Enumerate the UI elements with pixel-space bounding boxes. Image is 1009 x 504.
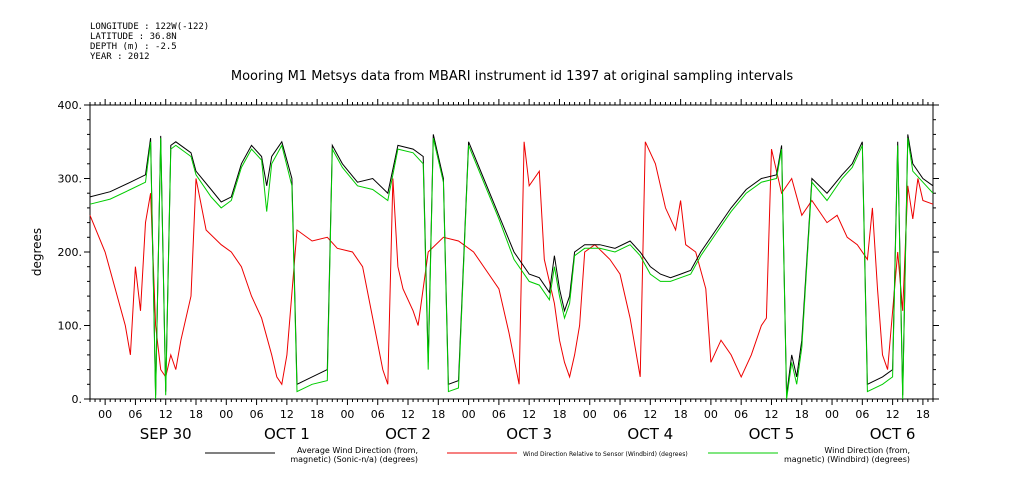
x-tick-label: 00 xyxy=(219,408,233,421)
x-tick-label: 12 xyxy=(522,408,536,421)
x-tick-label: 18 xyxy=(189,408,203,421)
y-tick-label: 100. xyxy=(58,320,83,333)
x-tick-label: 06 xyxy=(734,408,748,421)
series-lines xyxy=(89,134,934,400)
x-day-label: OCT 6 xyxy=(870,425,916,443)
x-tick-label: 00 xyxy=(583,408,597,421)
x-tick-label: 12 xyxy=(643,408,657,421)
x-tick-label: 12 xyxy=(764,408,778,421)
y-tick-label: 0. xyxy=(72,393,83,406)
legend-label-1: Wind Direction Relative to Sensor (Windb… xyxy=(523,451,688,458)
x-tick-label: 00 xyxy=(98,408,112,421)
x-tick-label: 06 xyxy=(855,408,869,421)
x-tick-label: 06 xyxy=(371,408,385,421)
x-tick-label: 06 xyxy=(613,408,627,421)
y-axis: 0. 100. 200. 300. 400. xyxy=(58,99,939,406)
x-tick-label: 00 xyxy=(462,408,476,421)
x-day-label: SEP 30 xyxy=(140,425,192,443)
y-tick-label: 400. xyxy=(58,99,83,112)
y-axis-label: degrees xyxy=(30,228,44,276)
legend-label-2: Wind Direction (from, xyxy=(824,446,910,455)
x-day-label: OCT 4 xyxy=(627,425,673,443)
legend-label-0: Average Wind Direction (from, xyxy=(297,446,418,455)
x-tick-label: 18 xyxy=(310,408,324,421)
x-tick-label: 00 xyxy=(340,408,354,421)
x-tick-label: 18 xyxy=(795,408,809,421)
depth-label: DEPTH (m) : -2.5 xyxy=(90,42,177,52)
x-day-label: OCT 3 xyxy=(506,425,552,443)
year-label: YEAR : 2012 xyxy=(90,52,150,62)
x-tick-label: 12 xyxy=(886,408,900,421)
x-tick-label: 18 xyxy=(552,408,566,421)
x-day-label: OCT 1 xyxy=(264,425,310,443)
x-tick-label: 18 xyxy=(916,408,930,421)
series-line-2 xyxy=(89,137,934,400)
x-tick-label: 12 xyxy=(280,408,294,421)
legend-label-0: magnetic) (Sonic-n/a) (degrees) xyxy=(290,455,418,464)
x-tick-label: 06 xyxy=(492,408,506,421)
x-tick-label: 12 xyxy=(401,408,415,421)
series-line-1 xyxy=(89,141,934,386)
x-tick-label: 12 xyxy=(159,408,173,421)
longitude-label: LONGITUDE : 122W(-122) xyxy=(90,22,210,32)
x-tick-label: 06 xyxy=(250,408,264,421)
y-tick-label: 200. xyxy=(58,246,83,259)
latitude-label: LATITUDE : 36.8N xyxy=(90,32,177,42)
x-axis: 00 06 12 18 00 06 12 18 00 06 12 18 00 06 12 18 00 06 12 18… xyxy=(89,99,934,443)
x-tick-label: 18 xyxy=(674,408,688,421)
legend: Average Wind Direction (from,magnetic) (… xyxy=(205,446,910,464)
x-tick-label: 00 xyxy=(825,408,839,421)
legend-label-2: magnetic) (Windbird) (degrees) xyxy=(784,455,910,464)
x-tick-label: 18 xyxy=(431,408,445,421)
x-tick-label: 00 xyxy=(704,408,718,421)
chart-title: Mooring M1 Metsys data from MBARI instru… xyxy=(231,69,793,84)
x-day-label: OCT 5 xyxy=(749,425,795,443)
x-tick-label: 06 xyxy=(128,408,142,421)
x-day-label: OCT 2 xyxy=(385,425,431,443)
y-tick-label: 300. xyxy=(58,173,83,186)
